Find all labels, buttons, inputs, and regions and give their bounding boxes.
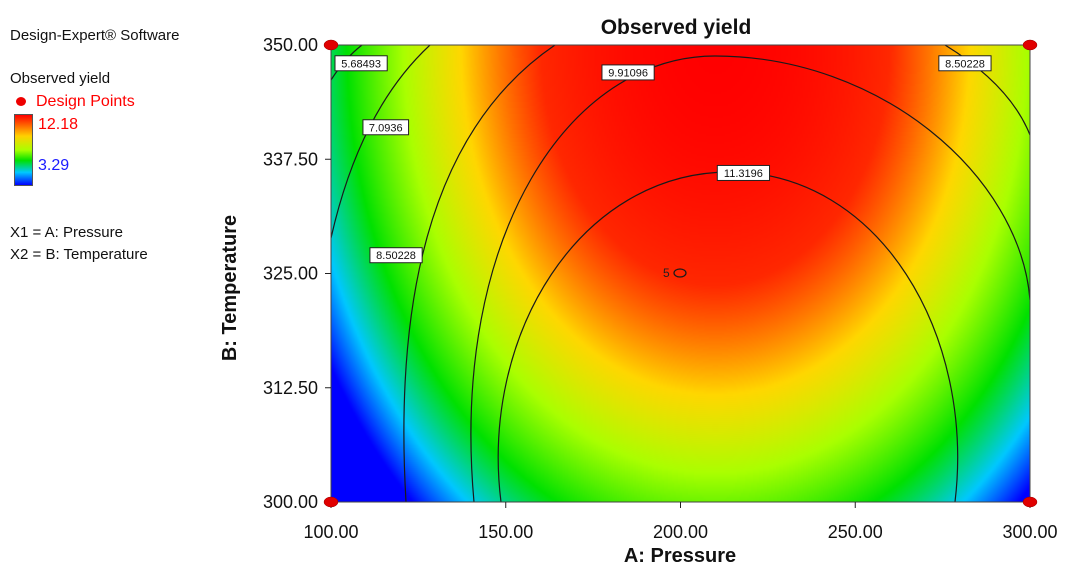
y-tick-label: 337.50 (263, 149, 318, 169)
contour-line-9.91 (470, 55, 1030, 502)
contour-label: 8.50228 (376, 250, 416, 262)
contour-line-8.50-right (944, 45, 1030, 136)
contour-label-box (938, 55, 992, 72)
contour-label-box (601, 64, 655, 81)
y-tick-label: 350.00 (263, 35, 318, 55)
y-axis-ticks: 300.00 312.50 325.00 337.50 350.00 (263, 35, 318, 512)
contour-fill (331, 45, 1030, 502)
color-ramp (14, 114, 33, 186)
y-tick-label: 300.00 (263, 492, 318, 512)
factor-x1-label: X1 = A: Pressure (10, 224, 123, 241)
chart-title: Observed yield (601, 16, 752, 39)
legend-panel: Design-Expert® Software Observed yield D… (0, 0, 230, 300)
design-point (323, 39, 339, 51)
x-axis-ticks: 100.00 150.00 200.00 250.00 300.00 (303, 522, 1057, 542)
contour-label-box (334, 55, 388, 72)
design-points-label: Design Points (36, 93, 135, 110)
design-point-marker-icon (16, 97, 26, 106)
legend-title: Observed yield (10, 70, 111, 87)
contour-label-box (369, 247, 423, 264)
x-tick-label: 200.00 (653, 522, 708, 542)
factor-x2-label: X2 = B: Temperature (10, 246, 148, 263)
x-axis-label: A: Pressure (624, 545, 736, 564)
legend-min-value: 3.29 (38, 157, 70, 174)
legend-max-value: 12.18 (38, 116, 79, 133)
design-point (1022, 496, 1038, 508)
y-tick-label: 325.00 (263, 264, 318, 284)
x-tick-label: 300.00 (1002, 522, 1057, 542)
x-tick-label: 100.00 (303, 522, 358, 542)
contour-label: 11.3196 (724, 168, 763, 180)
contour-label: 9.91096 (608, 67, 648, 79)
y-tick-label: 312.50 (263, 378, 318, 398)
design-point (323, 496, 339, 508)
design-points (323, 39, 1038, 508)
software-label: Design-Expert® Software (10, 27, 180, 44)
contour-label: 5.68493 (341, 58, 381, 70)
y-axis-label: B: Temperature (219, 215, 241, 361)
contour-labels: 5.68493 7.0936 8.50228 8.50228 9.91096 11.319… (334, 55, 992, 264)
center-point-contour (673, 268, 687, 278)
contour-label-box (362, 119, 410, 136)
contour-label-box (716, 164, 771, 181)
contour-line-8.50-left (403, 45, 556, 502)
contour-label: 7.0936 (369, 122, 403, 134)
center-point-label: 5 (663, 266, 670, 280)
x-tick-label: 250.00 (828, 522, 883, 542)
contour-label: 8.50228 (945, 58, 985, 70)
x-tick-label: 150.00 (478, 522, 533, 542)
design-point (1022, 39, 1038, 51)
